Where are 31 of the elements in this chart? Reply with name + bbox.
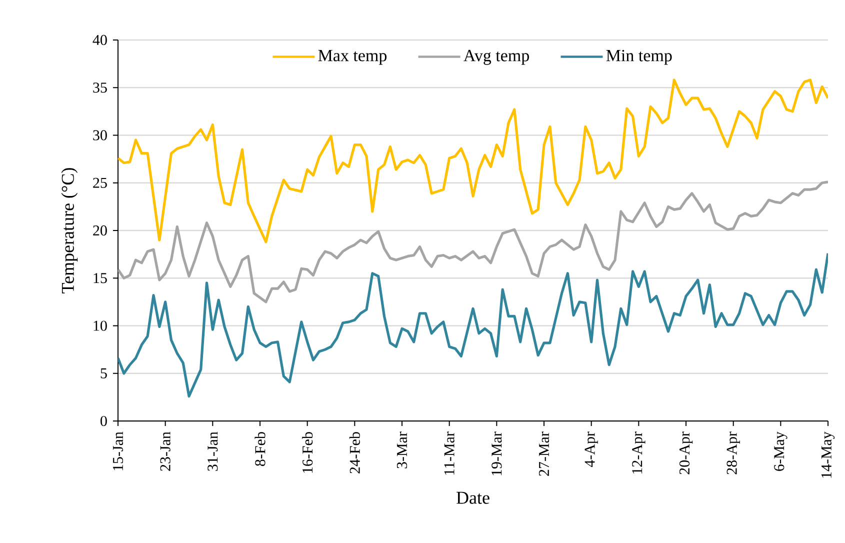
- x-tick-label: 28-Apr: [726, 432, 740, 474]
- x-tick-label: 19-Mar: [492, 432, 502, 476]
- x-tick-label: 31-Jan: [208, 432, 218, 471]
- y-tick-label: 30: [93, 130, 107, 140]
- legend-label: Max temp: [318, 50, 387, 65]
- y-tick-label: 20: [93, 225, 107, 236]
- y-tick-label: 40: [92, 34, 107, 46]
- x-tick-label: 11-Mar: [444, 432, 454, 475]
- y-tick-label: 15: [94, 273, 107, 284]
- y-axis-title: Temperature (°C): [61, 168, 78, 294]
- x-tick-label: 20-Apr: [679, 432, 693, 474]
- x-tick-label: 8-Feb: [254, 432, 266, 466]
- x-tick-label: 16-Feb: [302, 432, 313, 473]
- x-tick-label: 4-Apr: [584, 432, 598, 468]
- y-tick-label: 0: [100, 416, 107, 426]
- y-tick-label: 5: [100, 368, 107, 378]
- y-tick-label: 35: [93, 82, 107, 93]
- line-series: [118, 78, 828, 244]
- x-tick-label: 23-Jan: [160, 432, 170, 471]
- legend-label: Avg temp: [464, 50, 529, 65]
- x-axis-title: Date: [456, 492, 490, 504]
- x-tick-label: 15-Jan: [112, 432, 124, 470]
- x-tick-label: 14-May: [821, 432, 835, 478]
- x-tick-label: 27-Mar: [538, 432, 550, 476]
- x-tick-label: 6-May: [774, 432, 788, 471]
- y-tick-label: 10: [94, 320, 107, 331]
- x-tick-label: 12-Apr: [632, 432, 646, 474]
- y-tick-label: 25: [93, 178, 107, 188]
- x-tick-label: 24-Feb: [349, 432, 360, 474]
- legend-label: Min temp: [606, 50, 672, 65]
- x-tick-label: 3-Mar: [396, 432, 408, 468]
